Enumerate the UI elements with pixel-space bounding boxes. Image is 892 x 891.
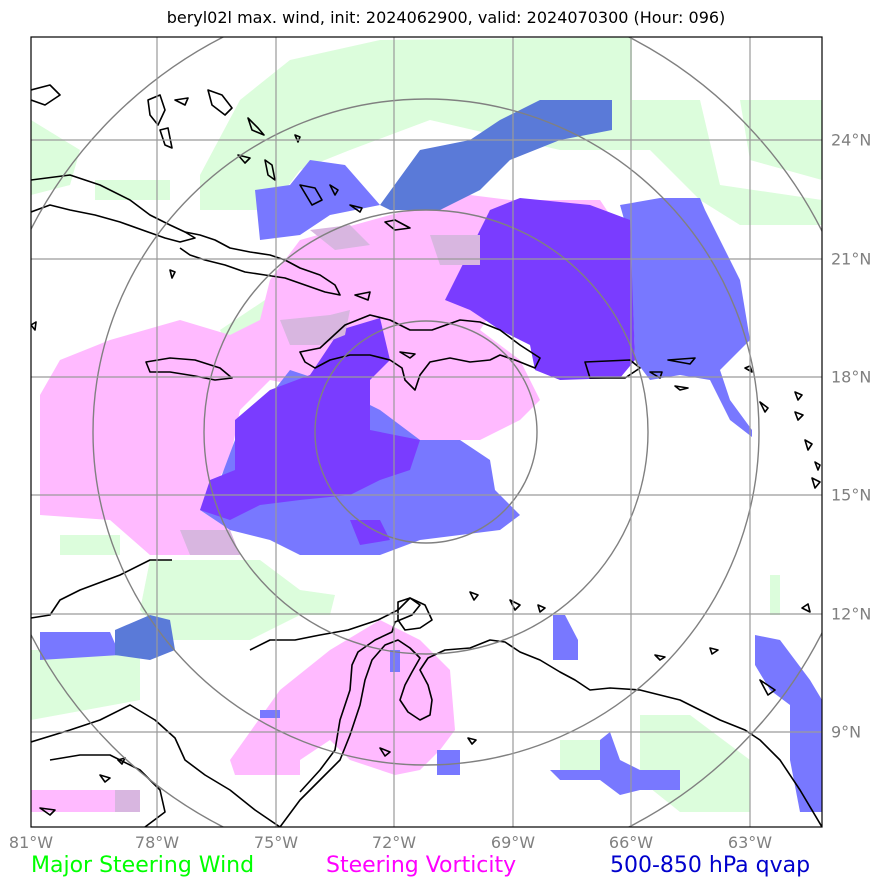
lat-tick-label: 9°N [831, 722, 862, 742]
lon-tick-label: 66°W [608, 833, 654, 852]
lon-tick-label: 78°W [134, 833, 180, 852]
lat-tick-label: 15°N [831, 485, 872, 505]
lon-tick-label: 81°W [8, 833, 54, 852]
coastlines [31, 84, 822, 827]
lat-tick-label: 12°N [831, 604, 872, 624]
lon-tick-label: 75°W [253, 833, 299, 852]
legend-wind-label: Major Steering Wind [31, 853, 255, 878]
legend-vorticity-label: Steering Vorticity [326, 853, 517, 878]
legend-qvap-label: 500-850 hPa qvap [610, 853, 811, 878]
lon-tick-label: 63°W [727, 833, 773, 852]
gridlines [31, 37, 822, 827]
lon-tick-label: 69°W [490, 833, 536, 852]
overlap-field [115, 225, 480, 812]
lat-tick-label: 21°N [831, 249, 872, 269]
lat-tick-label: 24°N [831, 130, 872, 150]
map-title: beryl02l max. wind, init: 2024062900, va… [166, 8, 726, 27]
map-frame [30, 36, 823, 828]
lat-tick-label: 18°N [831, 367, 872, 387]
lon-tick-label: 72°W [371, 833, 417, 852]
range-rings [31, 37, 822, 827]
qvap-dark-field [200, 198, 635, 545]
